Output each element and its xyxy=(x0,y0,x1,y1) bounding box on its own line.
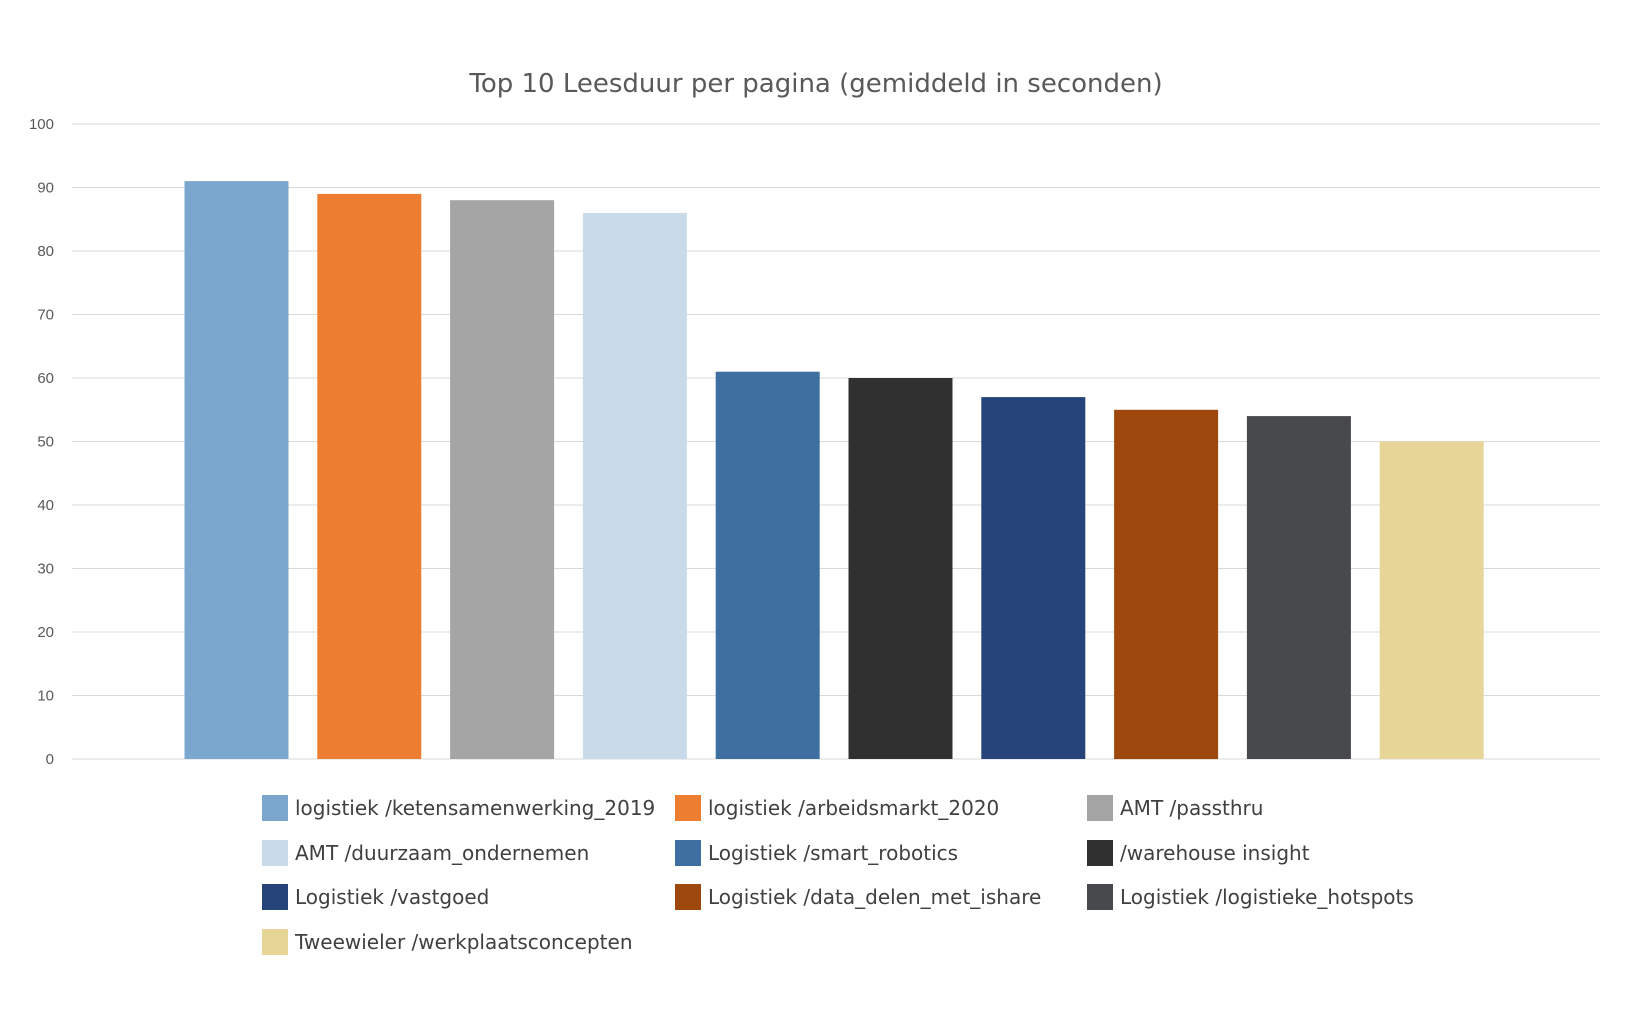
legend-swatch xyxy=(1087,840,1113,866)
y-tick-label: 60 xyxy=(37,370,54,387)
bar-9 xyxy=(1246,416,1351,759)
legend-item-9: Logistiek /logistieke_hotspots xyxy=(1087,884,1414,910)
y-tick-label: 10 xyxy=(37,688,54,705)
legend-label: Logistiek /vastgoed xyxy=(295,885,489,909)
bar-7 xyxy=(981,397,1086,759)
y-tick-label: 50 xyxy=(37,434,54,451)
legend-swatch xyxy=(1087,884,1113,910)
legend-swatch xyxy=(1087,795,1113,821)
bar-4 xyxy=(582,212,687,759)
legend-swatch xyxy=(262,884,288,910)
legend-label: logistiek /arbeidsmarkt_2020 xyxy=(708,796,999,820)
legend-label: AMT /duurzaam_ondernemen xyxy=(295,841,589,865)
bar-5 xyxy=(715,371,820,759)
legend-item-5: Logistiek /smart_robotics xyxy=(675,840,958,866)
bar-2 xyxy=(317,193,422,759)
y-tick-label: 100 xyxy=(29,116,54,133)
y-tick-label: 30 xyxy=(37,561,54,578)
legend-label: Tweewieler /werkplaatsconcepten xyxy=(294,930,633,954)
legend-item-7: Logistiek /vastgoed xyxy=(262,884,489,910)
legend-swatch xyxy=(675,840,701,866)
legend-swatch xyxy=(262,795,288,821)
bar-6 xyxy=(848,378,953,759)
bar-3 xyxy=(450,200,555,759)
bar-8 xyxy=(1114,409,1219,760)
bar-1 xyxy=(184,181,289,760)
bars xyxy=(184,181,1484,760)
legend-item-3: AMT /passthru xyxy=(1087,795,1263,821)
legend-label: Logistiek /smart_robotics xyxy=(708,841,958,865)
y-axis-tick-labels: 0 10 20 30 40 50 60 70 80 90 100 xyxy=(29,116,54,768)
y-tick-label: 20 xyxy=(37,624,54,641)
y-tick-label: 40 xyxy=(37,497,54,514)
legend: logistiek /ketensamenwerking_2019 logisti… xyxy=(262,795,1414,955)
legend-swatch xyxy=(262,840,288,866)
legend-swatch xyxy=(675,884,701,910)
legend-item-1: logistiek /ketensamenwerking_2019 xyxy=(262,795,655,821)
y-tick-label: 80 xyxy=(37,243,54,260)
legend-item-8: Logistiek /data_delen_met_ishare xyxy=(675,884,1041,910)
legend-label: Logistiek /data_delen_met_ishare xyxy=(708,885,1041,909)
bar-10 xyxy=(1379,441,1484,759)
chart-title: Top 10 Leesduur per pagina (gemiddeld in… xyxy=(468,69,1162,99)
legend-label: logistiek /ketensamenwerking_2019 xyxy=(295,796,655,820)
legend-swatch xyxy=(675,795,701,821)
legend-item-4: AMT /duurzaam_ondernemen xyxy=(262,840,589,866)
legend-label: /warehouse insight xyxy=(1120,841,1310,865)
y-tick-label: 90 xyxy=(37,180,54,197)
legend-label: Logistiek /logistieke_hotspots xyxy=(1120,885,1414,909)
legend-item-10: Tweewieler /werkplaatsconcepten xyxy=(262,929,633,955)
y-tick-label: 70 xyxy=(37,307,54,324)
legend-item-6: /warehouse insight xyxy=(1087,840,1310,866)
legend-swatch xyxy=(262,929,288,955)
legend-label: AMT /passthru xyxy=(1120,796,1263,820)
y-tick-label: 0 xyxy=(46,751,54,768)
legend-item-2: logistiek /arbeidsmarkt_2020 xyxy=(675,795,999,821)
